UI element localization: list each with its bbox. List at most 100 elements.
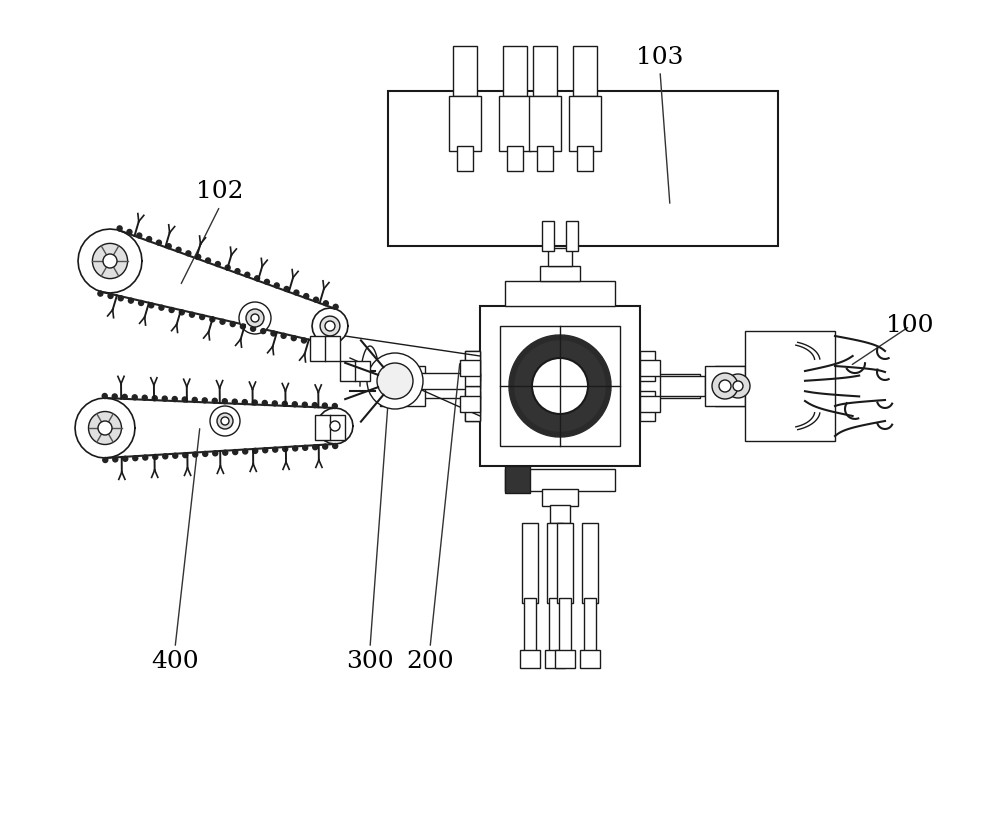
Bar xyxy=(465,351,480,381)
Polygon shape xyxy=(564,335,573,343)
Circle shape xyxy=(122,394,127,399)
Bar xyxy=(460,396,480,412)
Bar xyxy=(499,96,531,151)
Circle shape xyxy=(282,401,287,406)
Circle shape xyxy=(215,262,220,267)
Circle shape xyxy=(243,449,248,454)
Circle shape xyxy=(221,417,229,425)
Circle shape xyxy=(162,396,167,401)
Circle shape xyxy=(132,395,137,400)
Polygon shape xyxy=(597,357,606,367)
Bar xyxy=(566,221,578,251)
Circle shape xyxy=(169,308,174,313)
Circle shape xyxy=(147,237,152,242)
Circle shape xyxy=(230,322,235,326)
Circle shape xyxy=(179,310,184,315)
Circle shape xyxy=(98,421,112,435)
Polygon shape xyxy=(597,405,606,415)
Bar xyxy=(547,523,563,603)
Bar xyxy=(465,386,480,421)
Polygon shape xyxy=(564,429,573,437)
Circle shape xyxy=(332,403,337,409)
Circle shape xyxy=(251,326,256,331)
Bar xyxy=(480,306,640,466)
Polygon shape xyxy=(531,339,541,349)
Bar xyxy=(529,96,561,151)
Circle shape xyxy=(173,453,178,459)
Circle shape xyxy=(377,363,413,399)
Circle shape xyxy=(246,309,264,327)
Circle shape xyxy=(206,258,211,263)
Text: 103: 103 xyxy=(636,47,684,69)
Circle shape xyxy=(292,401,297,406)
Circle shape xyxy=(220,319,225,324)
Bar xyxy=(640,396,660,412)
Polygon shape xyxy=(603,373,611,382)
Circle shape xyxy=(330,421,340,431)
Bar xyxy=(315,415,345,440)
Bar xyxy=(453,46,477,96)
Bar xyxy=(388,91,778,246)
Bar xyxy=(555,650,575,668)
Circle shape xyxy=(532,358,588,414)
Circle shape xyxy=(212,398,217,403)
Text: 100: 100 xyxy=(886,314,934,338)
Circle shape xyxy=(240,324,245,329)
Bar xyxy=(542,489,578,506)
Polygon shape xyxy=(514,405,523,415)
Circle shape xyxy=(313,445,318,450)
Circle shape xyxy=(98,291,103,296)
Bar xyxy=(457,146,473,171)
Text: 102: 102 xyxy=(196,180,244,202)
Bar xyxy=(310,336,340,361)
Polygon shape xyxy=(601,365,609,375)
Circle shape xyxy=(283,446,288,451)
Bar xyxy=(660,376,705,396)
Bar xyxy=(420,373,480,389)
Circle shape xyxy=(242,400,247,405)
Circle shape xyxy=(291,335,296,340)
Circle shape xyxy=(252,400,257,405)
Bar xyxy=(520,650,540,668)
Bar xyxy=(505,469,615,491)
Circle shape xyxy=(210,406,240,436)
Polygon shape xyxy=(547,429,556,437)
Polygon shape xyxy=(524,344,534,354)
Circle shape xyxy=(274,283,279,288)
Circle shape xyxy=(719,380,731,392)
Circle shape xyxy=(225,265,230,270)
Polygon shape xyxy=(556,431,564,437)
Bar xyxy=(557,523,573,603)
Circle shape xyxy=(253,448,258,454)
Circle shape xyxy=(390,374,414,398)
Circle shape xyxy=(143,455,148,460)
Circle shape xyxy=(255,276,260,281)
Bar xyxy=(545,650,565,668)
Polygon shape xyxy=(531,423,541,432)
Circle shape xyxy=(251,314,259,322)
Circle shape xyxy=(397,381,407,391)
Circle shape xyxy=(189,313,194,317)
Bar xyxy=(540,266,580,281)
Polygon shape xyxy=(518,412,528,422)
Bar xyxy=(340,361,370,381)
Bar xyxy=(573,46,597,96)
Polygon shape xyxy=(572,337,582,345)
Circle shape xyxy=(726,374,750,398)
Bar xyxy=(548,248,572,266)
Circle shape xyxy=(733,381,743,391)
Circle shape xyxy=(232,399,237,404)
Bar xyxy=(542,221,554,251)
Circle shape xyxy=(112,394,117,399)
Circle shape xyxy=(333,304,338,309)
Bar xyxy=(460,360,480,376)
Polygon shape xyxy=(509,373,517,382)
Circle shape xyxy=(262,401,267,406)
Circle shape xyxy=(304,294,309,299)
Circle shape xyxy=(182,397,187,402)
Bar xyxy=(550,505,570,523)
Circle shape xyxy=(284,286,289,291)
Polygon shape xyxy=(518,350,528,360)
Circle shape xyxy=(322,403,327,408)
Circle shape xyxy=(217,413,233,429)
